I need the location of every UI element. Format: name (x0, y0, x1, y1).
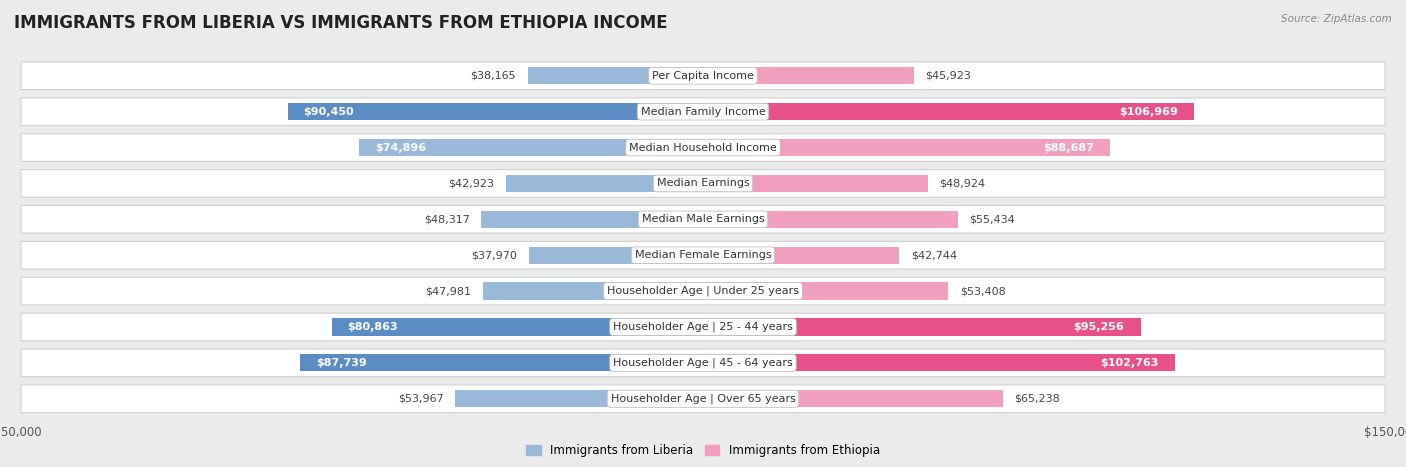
Text: Householder Age | 25 - 44 years: Householder Age | 25 - 44 years (613, 322, 793, 332)
Text: $48,924: $48,924 (939, 178, 986, 189)
Bar (359, 139, 703, 156)
Text: IMMIGRANTS FROM LIBERIA VS IMMIGRANTS FROM ETHIOPIA INCOME: IMMIGRANTS FROM LIBERIA VS IMMIGRANTS FR… (14, 14, 668, 32)
Text: $95,256: $95,256 (1074, 322, 1125, 332)
FancyBboxPatch shape (21, 134, 1385, 162)
Bar (332, 318, 703, 336)
Text: Median Family Income: Median Family Income (641, 106, 765, 117)
Text: Per Capita Income: Per Capita Income (652, 71, 754, 81)
Text: Median Earnings: Median Earnings (657, 178, 749, 189)
FancyBboxPatch shape (21, 205, 1385, 233)
Text: $74,896: $74,896 (375, 142, 426, 153)
Bar (506, 175, 703, 192)
FancyBboxPatch shape (21, 98, 1385, 126)
FancyBboxPatch shape (21, 62, 1385, 90)
Bar (703, 175, 928, 192)
Text: Householder Age | Under 25 years: Householder Age | Under 25 years (607, 286, 799, 297)
Bar (288, 103, 703, 120)
Text: $42,744: $42,744 (911, 250, 957, 260)
Text: $53,967: $53,967 (398, 394, 444, 404)
Text: $106,969: $106,969 (1119, 106, 1178, 117)
Text: Median Female Earnings: Median Female Earnings (634, 250, 772, 260)
FancyBboxPatch shape (21, 277, 1385, 305)
Bar (703, 390, 1002, 407)
Text: Median Household Income: Median Household Income (628, 142, 778, 153)
Text: $80,863: $80,863 (347, 322, 398, 332)
Text: $102,763: $102,763 (1101, 358, 1159, 368)
Text: $48,317: $48,317 (423, 214, 470, 224)
Text: $65,238: $65,238 (1014, 394, 1060, 404)
Text: $90,450: $90,450 (304, 106, 354, 117)
Bar (527, 67, 703, 85)
Text: $88,687: $88,687 (1043, 142, 1094, 153)
Legend: Immigrants from Liberia, Immigrants from Ethiopia: Immigrants from Liberia, Immigrants from… (522, 439, 884, 462)
FancyBboxPatch shape (21, 313, 1385, 341)
Bar (299, 354, 703, 371)
FancyBboxPatch shape (21, 241, 1385, 269)
Text: Source: ZipAtlas.com: Source: ZipAtlas.com (1281, 14, 1392, 24)
Bar (482, 283, 703, 300)
Bar (703, 283, 948, 300)
Bar (703, 318, 1140, 336)
Bar (529, 247, 703, 264)
Bar (703, 354, 1175, 371)
Text: $55,434: $55,434 (969, 214, 1015, 224)
Text: $87,739: $87,739 (316, 358, 367, 368)
Bar (703, 247, 900, 264)
Bar (456, 390, 703, 407)
Bar (703, 103, 1194, 120)
Text: $45,923: $45,923 (925, 71, 972, 81)
Text: Householder Age | Over 65 years: Householder Age | Over 65 years (610, 394, 796, 404)
FancyBboxPatch shape (21, 170, 1385, 197)
Text: $47,981: $47,981 (425, 286, 471, 296)
Text: $37,970: $37,970 (471, 250, 517, 260)
Bar (703, 139, 1111, 156)
Text: Householder Age | 45 - 64 years: Householder Age | 45 - 64 years (613, 358, 793, 368)
Text: $42,923: $42,923 (449, 178, 495, 189)
Text: Median Male Earnings: Median Male Earnings (641, 214, 765, 224)
FancyBboxPatch shape (21, 349, 1385, 377)
Bar (703, 211, 957, 228)
Text: $38,165: $38,165 (471, 71, 516, 81)
Bar (703, 67, 914, 85)
Bar (481, 211, 703, 228)
Text: $53,408: $53,408 (960, 286, 1005, 296)
FancyBboxPatch shape (21, 385, 1385, 412)
